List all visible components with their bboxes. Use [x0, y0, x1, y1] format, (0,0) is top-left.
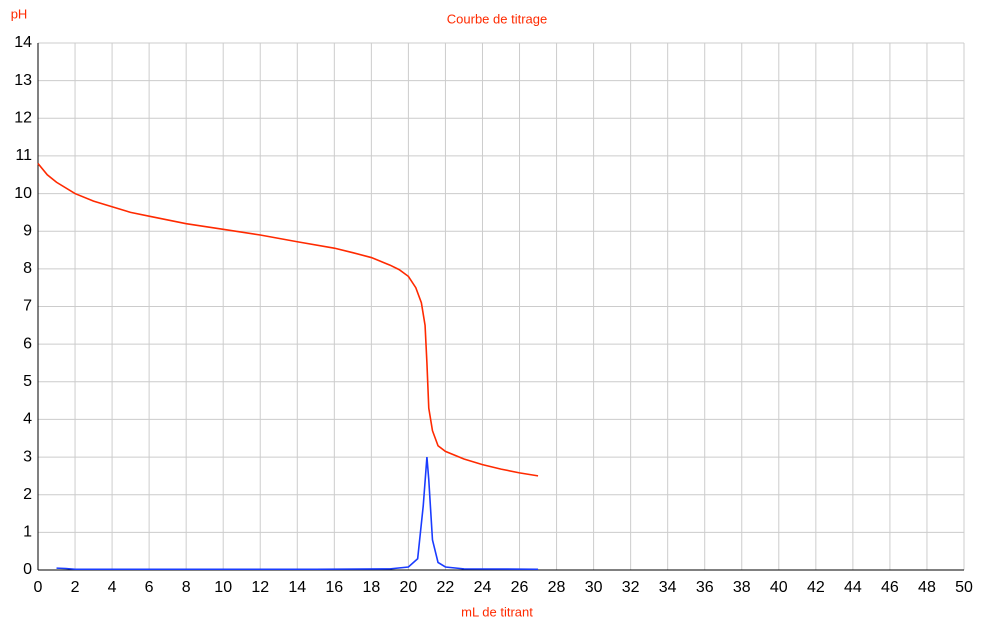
y-tick-label: 12	[14, 110, 32, 127]
data-line	[56, 457, 539, 571]
y-tick-label: 5	[23, 373, 32, 390]
x-tick-label: 14	[288, 579, 306, 596]
chart-title: Courbe de titrage	[447, 11, 547, 26]
x-tick-label: 8	[182, 579, 191, 596]
x-tick-label: 34	[659, 579, 677, 596]
x-tick-label: 18	[362, 579, 380, 596]
data-line	[37, 162, 539, 477]
x-tick-label: 44	[844, 579, 862, 596]
x-tick-label: 26	[511, 579, 529, 596]
x-tick-label: 42	[807, 579, 825, 596]
y-tick-label: 1	[23, 524, 32, 541]
x-tick-label: 4	[108, 579, 117, 596]
x-tick-label: 0	[34, 579, 43, 596]
x-tick-label: 38	[733, 579, 751, 596]
x-tick-label: 28	[548, 579, 566, 596]
y-tick-label: 7	[23, 298, 32, 315]
y-axis-label: pH	[11, 6, 28, 21]
y-tick-label: 6	[23, 335, 32, 352]
x-tick-label: 48	[918, 579, 936, 596]
x-tick-label: 32	[622, 579, 640, 596]
y-tick-label: 11	[15, 147, 32, 164]
x-tick-label: 10	[214, 579, 232, 596]
y-tick-label: 9	[23, 222, 32, 239]
x-tick-label: 36	[696, 579, 714, 596]
x-tick-label: 2	[71, 579, 80, 596]
x-tick-label: 30	[585, 579, 603, 596]
y-tick-label: 2	[23, 486, 32, 503]
x-tick-label: 12	[251, 579, 269, 596]
y-tick-label: 13	[14, 72, 32, 89]
x-tick-label: 24	[474, 579, 492, 596]
x-tick-label: 20	[400, 579, 418, 596]
y-tick-label: 8	[23, 260, 32, 277]
x-tick-label: 46	[881, 579, 899, 596]
y-tick-label: 4	[23, 411, 32, 428]
x-tick-label: 6	[145, 579, 154, 596]
y-tick-label: 10	[14, 185, 32, 202]
x-tick-label: 40	[770, 579, 788, 596]
y-tick-label: 0	[23, 561, 32, 578]
x-tick-label: 22	[437, 579, 455, 596]
x-tick-label: 50	[955, 579, 973, 596]
y-tick-label: 14	[14, 34, 32, 51]
x-axis-label: mL de titrant	[461, 604, 533, 619]
x-tick-label: 16	[325, 579, 343, 596]
y-tick-label: 3	[23, 448, 32, 465]
